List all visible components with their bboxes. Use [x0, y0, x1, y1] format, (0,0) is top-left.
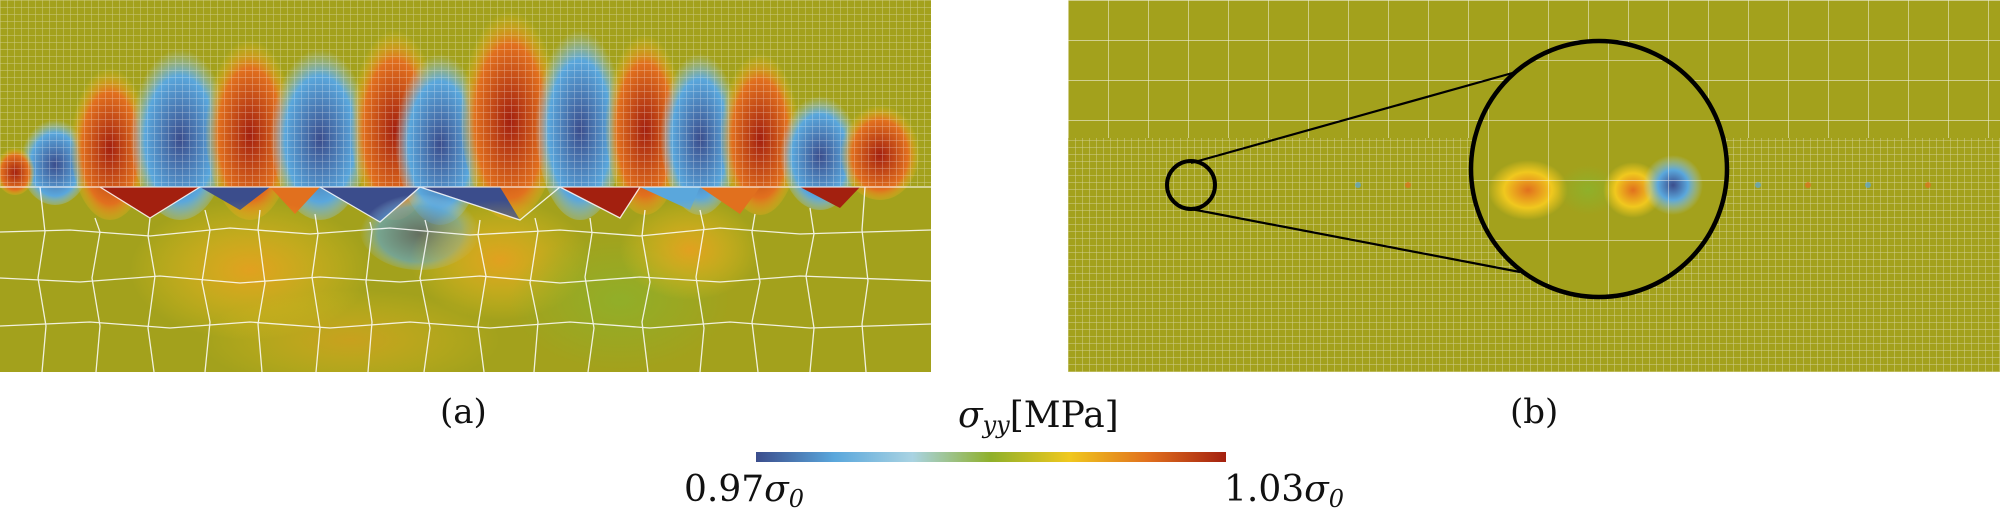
colorbar-title: σyy[MPa]: [958, 394, 1119, 447]
caption-b: (b): [1510, 392, 1559, 432]
colorbar-max-symbol: σ: [1304, 469, 1329, 510]
caption-a: (a): [440, 392, 487, 432]
colorbar-title-symbol: σ: [958, 395, 983, 436]
colorbar-min-subscript: 0: [788, 485, 805, 513]
panel-a-svg: [0, 0, 931, 372]
panel-b-zoom-source: [1165, 159, 1217, 211]
panel-b-zoom-lines: [1190, 70, 1521, 274]
panel-a-image: [0, 0, 931, 372]
panel-b-interface-spots: [1355, 182, 1931, 188]
colorbar-max-coef: 1.03: [1224, 469, 1305, 510]
colorbar: [756, 452, 1226, 462]
colorbar-title-unit: [MPa]: [1009, 395, 1119, 436]
panel-b-svg: [1068, 0, 2000, 372]
colorbar-min-coef: 0.97: [684, 469, 765, 510]
panel-a-lower-field: [130, 190, 760, 372]
colorbar-min-label: 0.97σ0: [684, 470, 804, 519]
colorbar-max-subscript: 0: [1328, 485, 1345, 513]
panel-b-zoom-inset: [1471, 41, 1727, 297]
colorbar-min-symbol: σ: [764, 469, 789, 510]
panel-b-image: [1068, 0, 2000, 372]
panel-a-coarse-mesh: [0, 186, 931, 372]
colorbar-max-label: 1.03σ0: [1224, 470, 1344, 519]
colorbar-title-subscript: yy: [982, 411, 1010, 439]
